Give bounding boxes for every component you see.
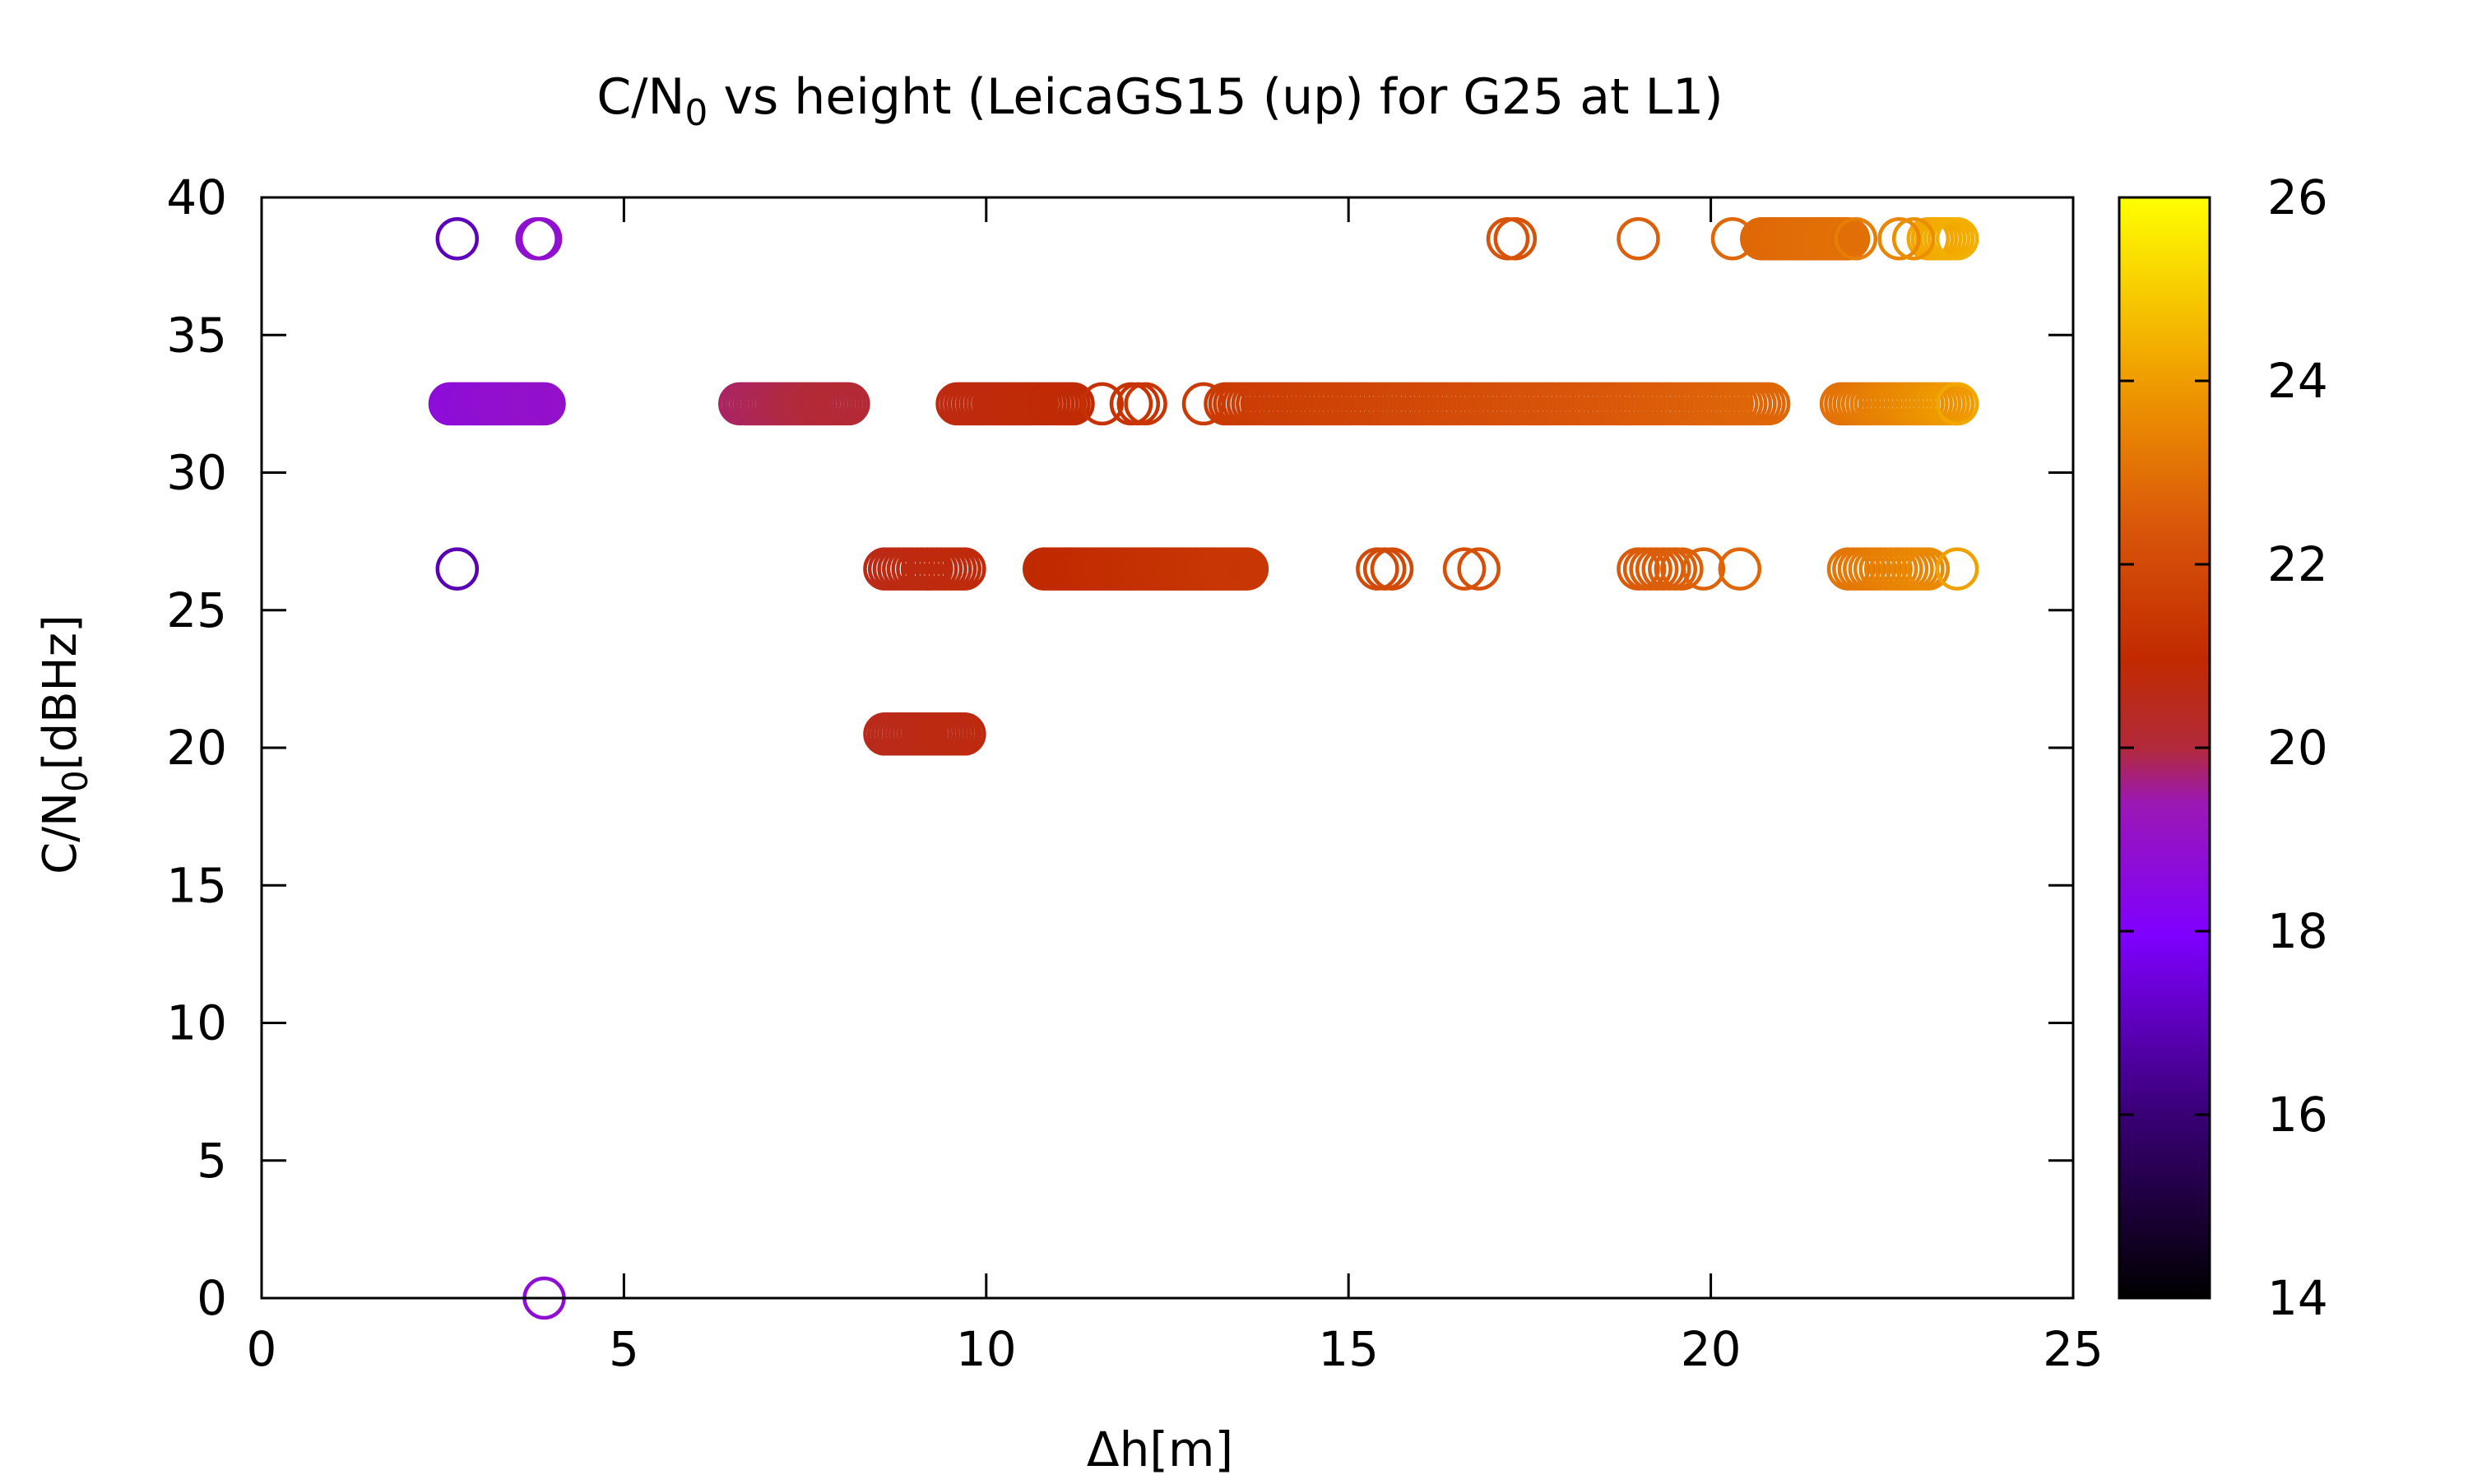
- data-point: [1710, 216, 1755, 261]
- y-tick-label: 5: [197, 1133, 227, 1189]
- data-point: [1906, 547, 1951, 591]
- y-tick-label: 20: [166, 720, 227, 776]
- y-axis-label: C/N0[dBHz]: [34, 614, 95, 874]
- axes: 0 5 10 15 20 25 0 5 10 15 20 25 30 35 40: [166, 169, 2104, 1377]
- data-point: [1457, 547, 1501, 591]
- data-point: [943, 547, 986, 591]
- data-point: [1935, 382, 1979, 426]
- data-point: [1225, 547, 1269, 591]
- data-point: [435, 216, 480, 261]
- colorbar-tick-label: 20: [2267, 720, 2328, 776]
- x-tick-label: 10: [956, 1321, 1017, 1377]
- colorbar-tick-label: 16: [2267, 1087, 2328, 1143]
- data-point: [1935, 547, 1979, 591]
- x-tick-label: 5: [609, 1321, 639, 1377]
- chart-title: C/N0 vs height (LeicaGS15 (up) for G25 a…: [596, 68, 1723, 134]
- x-axis-label: Δh[m]: [1087, 1421, 1233, 1477]
- y-tick-label: 35: [166, 307, 227, 363]
- colorbar-tick-label: 18: [2267, 903, 2328, 959]
- colorbar-tick-label: 22: [2267, 536, 2328, 592]
- data-point: [1181, 382, 1226, 426]
- data-point: [1718, 547, 1762, 591]
- data-point: [1617, 216, 1660, 261]
- data-point: [1877, 216, 1921, 261]
- y-tick-label: 10: [166, 995, 227, 1051]
- x-tick-label: 20: [1681, 1321, 1742, 1377]
- data-point: [1370, 547, 1414, 591]
- plot-frame: [260, 196, 2075, 1300]
- data-point: [1493, 216, 1538, 261]
- data-point: [827, 382, 870, 426]
- x-tick-label: 25: [2043, 1321, 2104, 1377]
- colorbar-tick-label: 24: [2267, 353, 2328, 409]
- data-point: [522, 382, 566, 426]
- y-tick-label: 40: [166, 169, 227, 225]
- colorbar-tick-label: 26: [2267, 169, 2328, 225]
- data-point: [1891, 216, 1936, 261]
- data-point: [435, 547, 480, 591]
- y-tick-label: 30: [166, 445, 227, 501]
- data-point: [1747, 382, 1791, 426]
- data-point: [1660, 547, 1704, 591]
- data-point: [515, 216, 559, 261]
- data-point: [935, 712, 979, 756]
- x-tick-label: 15: [1318, 1321, 1379, 1377]
- data-point: [1935, 216, 1979, 261]
- y-tick-label: 0: [197, 1270, 227, 1326]
- data-point: [1682, 547, 1726, 591]
- data-point: [1442, 547, 1487, 591]
- y-tick-label: 25: [166, 582, 227, 638]
- colorbar: 14 16 18 20 22 24 26: [2118, 169, 2328, 1326]
- colorbar-tick-label: 14: [2267, 1270, 2328, 1326]
- data-point: [518, 216, 563, 261]
- data-point: [907, 547, 950, 591]
- data-point: [1051, 382, 1095, 426]
- x-tick-label: 0: [247, 1321, 277, 1377]
- plot-area: [428, 216, 1979, 1320]
- data-point: [1124, 382, 1167, 426]
- data-point: [1834, 216, 1878, 261]
- y-tick-label: 15: [166, 857, 227, 913]
- data-point: [1080, 382, 1124, 426]
